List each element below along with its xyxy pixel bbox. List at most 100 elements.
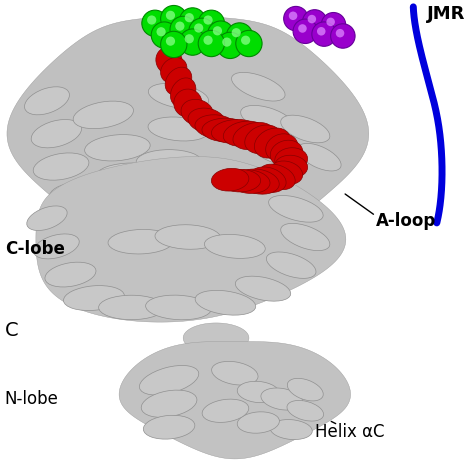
Ellipse shape	[195, 291, 255, 315]
Ellipse shape	[143, 415, 195, 439]
Ellipse shape	[241, 105, 295, 134]
Ellipse shape	[174, 89, 202, 117]
Circle shape	[298, 24, 307, 33]
Ellipse shape	[223, 121, 265, 146]
Ellipse shape	[269, 195, 323, 222]
Ellipse shape	[298, 143, 341, 171]
Ellipse shape	[270, 419, 312, 439]
Ellipse shape	[237, 169, 279, 194]
Circle shape	[321, 12, 346, 37]
Circle shape	[336, 29, 344, 37]
Ellipse shape	[270, 161, 302, 184]
Ellipse shape	[25, 87, 69, 115]
Circle shape	[147, 16, 156, 25]
Ellipse shape	[275, 155, 308, 178]
Circle shape	[161, 31, 187, 57]
Circle shape	[175, 21, 184, 31]
Ellipse shape	[266, 252, 316, 278]
Ellipse shape	[31, 119, 82, 148]
Ellipse shape	[85, 135, 150, 161]
Text: A-loop: A-loop	[376, 211, 436, 229]
Circle shape	[232, 28, 241, 37]
Ellipse shape	[202, 399, 249, 422]
Ellipse shape	[236, 276, 291, 301]
Circle shape	[208, 21, 234, 47]
Ellipse shape	[281, 115, 330, 143]
Circle shape	[241, 36, 250, 45]
Circle shape	[203, 36, 213, 45]
Ellipse shape	[96, 163, 167, 189]
Circle shape	[327, 18, 335, 26]
Ellipse shape	[27, 206, 67, 230]
Ellipse shape	[249, 167, 286, 192]
Ellipse shape	[237, 412, 279, 433]
Circle shape	[312, 22, 336, 46]
Circle shape	[293, 19, 318, 44]
Circle shape	[331, 24, 355, 48]
Circle shape	[185, 34, 194, 44]
Ellipse shape	[233, 122, 274, 150]
Ellipse shape	[155, 225, 221, 249]
Text: JMR: JMR	[428, 5, 466, 23]
Polygon shape	[36, 156, 346, 322]
Ellipse shape	[261, 388, 303, 410]
Text: C: C	[5, 321, 18, 340]
Text: Helix αC: Helix αC	[315, 423, 384, 441]
Text: C-lobe: C-lobe	[5, 240, 64, 258]
Circle shape	[198, 30, 225, 57]
Ellipse shape	[181, 100, 213, 126]
Circle shape	[180, 29, 206, 55]
Polygon shape	[183, 323, 249, 353]
Circle shape	[198, 10, 225, 36]
Ellipse shape	[64, 286, 124, 310]
Ellipse shape	[148, 117, 209, 141]
Ellipse shape	[165, 67, 192, 95]
Circle shape	[317, 27, 326, 36]
Ellipse shape	[99, 295, 164, 319]
Circle shape	[289, 11, 297, 20]
Circle shape	[217, 32, 243, 58]
Ellipse shape	[287, 378, 323, 401]
Ellipse shape	[270, 140, 303, 166]
Circle shape	[156, 27, 166, 36]
Ellipse shape	[34, 234, 79, 259]
Circle shape	[236, 30, 262, 57]
Ellipse shape	[33, 153, 89, 180]
Ellipse shape	[202, 118, 249, 142]
Ellipse shape	[255, 128, 291, 158]
Circle shape	[213, 26, 222, 36]
Circle shape	[222, 37, 231, 47]
Ellipse shape	[211, 361, 258, 385]
Ellipse shape	[108, 229, 174, 254]
Ellipse shape	[211, 119, 258, 143]
Ellipse shape	[275, 148, 308, 171]
Ellipse shape	[148, 83, 209, 109]
Circle shape	[203, 16, 213, 25]
Ellipse shape	[139, 365, 199, 395]
Ellipse shape	[171, 78, 196, 107]
Circle shape	[302, 9, 327, 34]
Text: N-lobe: N-lobe	[5, 390, 59, 408]
Circle shape	[227, 23, 253, 49]
Circle shape	[283, 6, 308, 31]
Circle shape	[170, 16, 196, 43]
Ellipse shape	[228, 170, 270, 193]
Ellipse shape	[232, 73, 285, 101]
Ellipse shape	[245, 125, 281, 154]
Ellipse shape	[204, 235, 265, 258]
Ellipse shape	[237, 381, 279, 403]
Ellipse shape	[252, 138, 311, 167]
Ellipse shape	[259, 164, 295, 190]
Ellipse shape	[188, 108, 225, 133]
Ellipse shape	[195, 115, 237, 138]
Circle shape	[166, 11, 175, 20]
Ellipse shape	[73, 101, 134, 128]
Ellipse shape	[211, 168, 249, 191]
Circle shape	[194, 23, 203, 33]
Ellipse shape	[136, 150, 202, 174]
Circle shape	[185, 13, 194, 22]
Ellipse shape	[265, 134, 298, 162]
Circle shape	[151, 22, 178, 48]
Ellipse shape	[161, 57, 187, 83]
Circle shape	[308, 15, 316, 23]
